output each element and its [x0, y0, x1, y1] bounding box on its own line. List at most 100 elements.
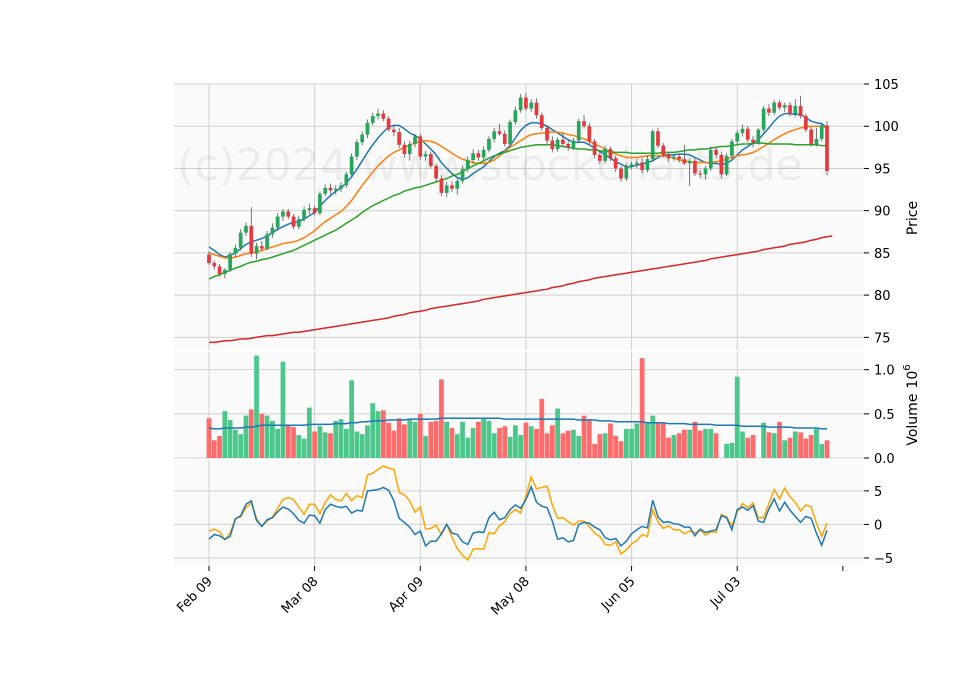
candle-body [418, 136, 423, 157]
volume-bar [655, 422, 661, 458]
volume-bar [423, 435, 428, 458]
candle-body [497, 131, 502, 134]
candle-body [355, 142, 359, 157]
volume-bar [222, 411, 228, 458]
volume-bar [682, 429, 687, 458]
candle-body [788, 105, 792, 114]
candle-body [428, 154, 433, 166]
svg-text:Volume106: Volume 106 [902, 364, 921, 445]
volume-bar [227, 420, 233, 458]
volume-bar [740, 431, 745, 458]
oscillator-panel-background [174, 460, 864, 566]
candle-body [767, 108, 771, 113]
candle-body [434, 165, 438, 179]
volume-bar [703, 428, 708, 458]
oscillator-line [208, 465, 828, 562]
volume-bar [206, 418, 212, 458]
candle-body [217, 266, 222, 274]
oscillator-tick-label: −5 [874, 552, 893, 567]
candle-body [582, 121, 586, 127]
candle-body [502, 133, 507, 144]
candle-body [534, 102, 539, 116]
price-tick-label: 105 [874, 78, 899, 93]
candle-body [508, 122, 512, 144]
moving-average-line [208, 125, 828, 259]
candle-body [539, 115, 544, 128]
volume-bar [613, 435, 619, 458]
candle-body [212, 263, 217, 267]
candle-body [402, 144, 407, 155]
candle-body [392, 129, 396, 133]
candle-body [476, 153, 481, 158]
volume-bar [724, 443, 730, 458]
volume-tick-label: 0.5 [874, 408, 895, 423]
candle-body [481, 149, 486, 158]
volume-bar [502, 426, 508, 458]
candle-body [608, 149, 613, 159]
candle-body [386, 118, 391, 130]
volume-bar [687, 429, 693, 458]
volume-bar [306, 407, 312, 458]
candle-body [370, 116, 375, 123]
candle-body [265, 234, 269, 249]
volume-bar [486, 420, 492, 458]
date-tick-label: Feb 09 [174, 574, 216, 616]
volume-bar [497, 427, 502, 458]
volume-bar [808, 435, 814, 458]
volume-bar [592, 443, 597, 458]
candle-body [439, 178, 444, 193]
volume-bar [787, 437, 793, 458]
candle-body [323, 187, 328, 194]
candle-body [381, 113, 386, 119]
price-axis-ticks: 75 80 85 90 95 100 105 [864, 78, 899, 346]
candle-body [671, 156, 676, 159]
volume-bar [608, 423, 613, 458]
volume-bar [512, 425, 518, 458]
price-tick-label: 90 [874, 205, 891, 220]
candle-body [640, 162, 644, 171]
date-tick-label: Jun 05 [598, 574, 638, 614]
volume-bar [322, 432, 328, 458]
candle-body [571, 140, 576, 148]
volume-bar [370, 403, 376, 458]
volume-bar [697, 430, 703, 458]
candle-body [677, 156, 681, 160]
candle-body [624, 166, 629, 179]
volume-bar [645, 422, 650, 458]
volume-bar [766, 432, 772, 458]
candle-body [603, 149, 608, 161]
price-tick-label: 80 [874, 289, 891, 304]
candle-body [782, 105, 787, 108]
candle-body [777, 102, 782, 108]
volume-bar [523, 422, 529, 458]
volume-bar [507, 436, 513, 458]
moving-average-line [208, 112, 828, 258]
volume-bar [734, 376, 740, 458]
volume-bar [328, 433, 333, 458]
volume-bar [713, 433, 719, 458]
volume-bar [354, 431, 360, 458]
volume-bar [407, 420, 413, 458]
candle-body [666, 154, 671, 159]
volume-bar [233, 429, 238, 458]
volume-bar [555, 408, 560, 458]
volume-bar [454, 434, 460, 458]
volume-bar [270, 420, 275, 458]
candle-body [814, 138, 819, 144]
volume-bar [275, 428, 281, 458]
candle-body [233, 247, 238, 254]
candle-body [598, 154, 602, 161]
price-tick-label: 75 [874, 331, 891, 346]
candle-body [819, 125, 824, 139]
volume-bar [386, 422, 391, 458]
volume-bar [428, 421, 434, 458]
volume-bar [312, 431, 318, 458]
candle-body [407, 143, 412, 155]
candle-body [413, 136, 417, 144]
candle-body [825, 125, 829, 171]
candle-body [465, 160, 470, 170]
candle-body [724, 155, 729, 175]
volume-bar [380, 410, 386, 458]
volume-bar [217, 435, 222, 458]
candle-body [450, 185, 454, 189]
